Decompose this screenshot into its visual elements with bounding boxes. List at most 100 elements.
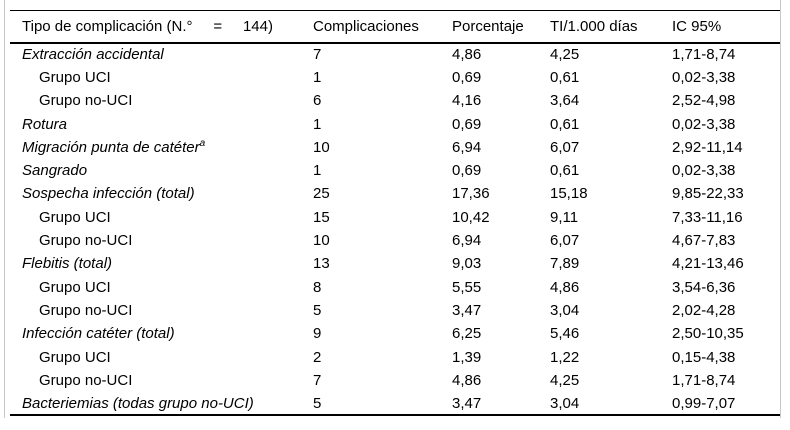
cell-value: 1,39 — [452, 348, 482, 366]
cell-complication-type: Bacteriemias (todas grupo no-UCI) — [10, 391, 313, 417]
cell-value: 10,42 — [452, 208, 490, 226]
cell-value: 2 — [313, 348, 322, 366]
table-body: Extracción accidental 7 4,86 4,25 1,71-8,74 G… — [10, 43, 780, 417]
cell-value: 13 — [313, 255, 330, 273]
cell-value: 10 — [313, 138, 330, 156]
table-row: Grupo UCI 8 5,55 4,86 3,54-6,36 — [10, 275, 780, 298]
cell-value: 4,86 — [452, 46, 482, 64]
table-row: Rotura 1 0,69 0,61 0,02-3,38 — [10, 112, 780, 135]
cell-value: 9 — [313, 325, 322, 343]
cell-value: 0,99-7,07 — [672, 391, 780, 417]
cell-complication-type: Grupo no-UCI — [39, 301, 133, 319]
cell-value: 1,22 — [550, 348, 580, 366]
cell-complication-type: Grupo no-UCI — [39, 232, 133, 250]
cell-value: 0,61 — [550, 162, 580, 180]
page-frame-line-right — [780, 0, 781, 418]
cell-value: 2,92-11,14 — [672, 138, 743, 156]
cell-value: 0,61 — [550, 115, 580, 133]
table-row: Grupo no-UCI 5 3,47 3,04 2,02-4,28 — [10, 299, 780, 322]
cell-value: 4,86 — [550, 278, 580, 296]
cell-value: 5 — [313, 391, 452, 417]
cell-value: 5,46 — [550, 325, 580, 343]
column-header-tipo-de-complicacion: Tipo de complicación (N.° = 144) — [10, 10, 313, 44]
cell-complication-type: Rotura — [22, 115, 68, 133]
column-header-complicaciones: Complicaciones — [313, 10, 452, 44]
table-row: Grupo UCI 2 1,39 1,22 0,15-4,38 — [10, 345, 780, 368]
cell-value: 10 — [313, 232, 330, 250]
table-row: Bacteriemias (todas grupo no-UCI) 5 3,47 3,… — [10, 391, 780, 417]
page-frame-line-left — [4, 0, 5, 418]
cell-value: 3,04 — [550, 391, 672, 417]
cell-complication-type: Grupo no-UCI — [39, 92, 133, 110]
cell-value: 6,94 — [452, 232, 482, 250]
cell-complication-type: Extracción accidental — [22, 46, 164, 64]
table-row: Grupo UCI 15 10,42 9,11 7,33-11,16 — [10, 206, 780, 229]
table-row: Flebitis (total) 13 9,03 7,89 4,21-13,46 — [10, 252, 780, 275]
cell-value: 7,89 — [550, 255, 580, 273]
cell-value: 0,02-3,38 — [672, 162, 736, 180]
table-row: Grupo no-UCI 7 4,86 4,25 1,71-8,74 — [10, 369, 780, 392]
cell-complication-type: Grupo UCI — [39, 348, 111, 366]
cell-value: 3,64 — [550, 92, 580, 110]
cell-value: 1 — [313, 68, 322, 86]
cell-value: 3,47 — [452, 301, 482, 319]
cell-value: 4,25 — [550, 46, 580, 64]
cell-complication-type: Sospecha infección (total) — [22, 185, 195, 203]
cell-complication-type: Migración punta de catétera — [22, 137, 206, 156]
table-row: Extracción accidental 7 4,86 4,25 1,71-8,74 — [10, 43, 780, 66]
cell-value: 9,85-22,33 — [672, 185, 744, 203]
cell-value: 7 — [313, 371, 322, 389]
cell-value: 3,54-6,36 — [672, 278, 736, 296]
cell-value: 0,15-4,38 — [672, 348, 736, 366]
cell-value: 1,71-8,74 — [672, 46, 736, 64]
cell-complication-type: Grupo UCI — [39, 68, 111, 86]
cell-value: 6,94 — [452, 138, 482, 156]
cell-value: 7,33-11,16 — [672, 208, 743, 226]
column-header-ic-95: IC 95% — [672, 10, 780, 44]
cell-value: 0,69 — [452, 68, 482, 86]
cell-value: 1 — [313, 115, 322, 133]
cell-value: 6,07 — [550, 232, 580, 250]
cell-value: 25 — [313, 185, 330, 203]
cell-value: 0,61 — [550, 68, 580, 86]
cell-value: 0,69 — [452, 115, 482, 133]
cell-value: 0,02-3,38 — [672, 68, 736, 86]
table-row: Migración punta de catétera 10 6,94 6,07 2,9… — [10, 136, 780, 159]
cell-value: 1,71-8,74 — [672, 371, 736, 389]
cell-value: 6,25 — [452, 325, 482, 343]
cell-value: 3,04 — [550, 301, 580, 319]
cell-value: 4,25 — [550, 371, 580, 389]
cell-value: 4,86 — [452, 371, 482, 389]
cell-complication-type: Infección catéter (total) — [22, 325, 175, 343]
cell-value: 1 — [313, 162, 322, 180]
cell-value: 2,50-10,35 — [672, 325, 744, 343]
cell-value: 17,36 — [452, 185, 490, 203]
cell-complication-type: Grupo UCI — [39, 208, 111, 226]
cell-complication-type: Flebitis (total) — [22, 255, 113, 273]
cell-value: 15 — [313, 208, 330, 226]
footnote-marker: a — [199, 137, 206, 149]
cell-value: 0,02-3,38 — [672, 115, 736, 133]
table-row: Grupo UCI 1 0,69 0,61 0,02-3,38 — [10, 66, 780, 89]
column-header-ti-1000-dias: TI/1.000 días — [550, 10, 672, 44]
column-header-porcentaje: Porcentaje — [452, 10, 550, 44]
cell-value: 8 — [313, 278, 322, 296]
table-row: Sospecha infección (total) 25 17,36 15,18 9,… — [10, 182, 780, 205]
cell-value: 6 — [313, 92, 322, 110]
cell-value: 2,52-4,98 — [672, 92, 736, 110]
cell-value: 0,69 — [452, 162, 482, 180]
cell-complication-type: Grupo no-UCI — [39, 371, 133, 389]
cell-value: 6,07 — [550, 138, 580, 156]
cell-value: 2,02-4,28 — [672, 301, 736, 319]
cell-value: 3,47 — [452, 391, 550, 417]
table-row: Sangrado 1 0,69 0,61 0,02-3,38 — [10, 159, 780, 182]
table-row: Grupo no-UCI 10 6,94 6,07 4,67-7,83 — [10, 229, 780, 252]
table-row: Infección catéter (total) 9 6,25 5,46 2,50-1… — [10, 322, 780, 345]
cell-value: 4,16 — [452, 92, 482, 110]
cell-value: 5 — [313, 301, 322, 319]
cell-value: 7 — [313, 46, 322, 64]
cell-value: 4,21-13,46 — [672, 255, 744, 273]
cell-value: 15,18 — [550, 185, 588, 203]
cell-value: 4,67-7,83 — [672, 232, 736, 250]
cell-value: 9,03 — [452, 255, 482, 273]
